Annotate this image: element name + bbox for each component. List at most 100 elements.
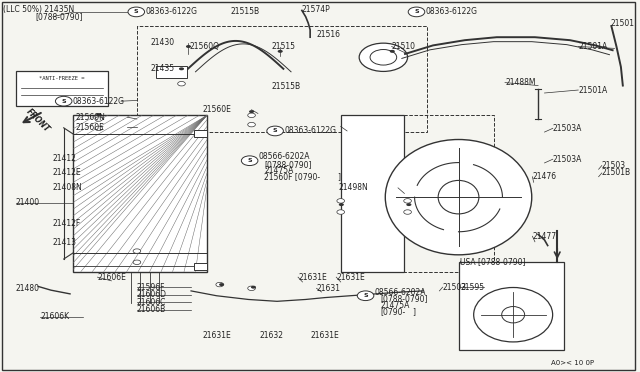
Text: 21412F: 21412F bbox=[53, 219, 81, 228]
Circle shape bbox=[404, 199, 412, 203]
Text: 21510: 21510 bbox=[392, 42, 415, 51]
Text: 08566-6202A: 08566-6202A bbox=[374, 288, 426, 296]
Text: *ANTI-FREEZE =: *ANTI-FREEZE = bbox=[39, 76, 85, 81]
Text: 21515: 21515 bbox=[272, 42, 296, 51]
Circle shape bbox=[404, 210, 412, 214]
Text: 21631E: 21631E bbox=[336, 273, 365, 282]
Text: 21631E: 21631E bbox=[202, 331, 231, 340]
Text: 08363-6122G: 08363-6122G bbox=[426, 7, 477, 16]
Text: 21596F: 21596F bbox=[137, 283, 165, 292]
Circle shape bbox=[339, 203, 344, 206]
Circle shape bbox=[248, 122, 255, 127]
Text: [0790-: [0790- bbox=[381, 308, 406, 317]
Text: (LLC 50%) 21435N: (LLC 50%) 21435N bbox=[3, 5, 74, 14]
Text: 21631: 21631 bbox=[317, 284, 340, 293]
Text: S: S bbox=[273, 128, 277, 134]
Text: A0>< 10 0P: A0>< 10 0P bbox=[551, 360, 594, 366]
Text: S: S bbox=[134, 9, 139, 15]
Circle shape bbox=[267, 126, 284, 136]
Text: 21515B: 21515B bbox=[230, 7, 260, 16]
Ellipse shape bbox=[438, 180, 479, 214]
Text: 21501A: 21501A bbox=[579, 86, 607, 94]
Text: 21606D: 21606D bbox=[137, 290, 167, 299]
Text: 21503: 21503 bbox=[602, 161, 626, 170]
Text: 21501B: 21501B bbox=[602, 169, 631, 177]
Text: 21477: 21477 bbox=[532, 232, 557, 241]
Circle shape bbox=[179, 67, 184, 70]
Text: 21412: 21412 bbox=[53, 154, 77, 163]
Bar bbox=[194, 263, 207, 270]
Text: 08363-6122G: 08363-6122G bbox=[145, 7, 197, 16]
Circle shape bbox=[133, 260, 141, 264]
Circle shape bbox=[408, 7, 425, 17]
Circle shape bbox=[241, 156, 258, 166]
Circle shape bbox=[370, 49, 397, 65]
Text: 21560E: 21560E bbox=[202, 105, 232, 114]
Text: 21631E: 21631E bbox=[298, 273, 327, 282]
Text: 21408N: 21408N bbox=[53, 183, 83, 192]
Bar bbox=[340, 115, 493, 272]
Text: 21475A: 21475A bbox=[264, 166, 294, 175]
Text: 21516: 21516 bbox=[317, 30, 340, 39]
Circle shape bbox=[133, 249, 141, 253]
Text: S: S bbox=[61, 99, 66, 104]
Bar bbox=[458, 262, 564, 350]
Bar bbox=[194, 131, 207, 137]
Text: 21515B: 21515B bbox=[272, 82, 301, 91]
Text: USA [0788-0790]: USA [0788-0790] bbox=[460, 257, 526, 266]
Circle shape bbox=[249, 110, 254, 113]
Text: 21631E: 21631E bbox=[311, 331, 340, 340]
Circle shape bbox=[278, 50, 283, 53]
Circle shape bbox=[357, 291, 374, 301]
Circle shape bbox=[219, 283, 224, 286]
Ellipse shape bbox=[474, 288, 553, 342]
Text: 21560E: 21560E bbox=[75, 123, 104, 132]
Text: 21476: 21476 bbox=[532, 172, 557, 181]
Text: 21488M: 21488M bbox=[505, 78, 536, 87]
Text: 21560Q: 21560Q bbox=[190, 42, 220, 51]
Text: S: S bbox=[247, 158, 252, 163]
Text: 21430: 21430 bbox=[151, 38, 175, 47]
Text: 21400: 21400 bbox=[16, 198, 40, 207]
Text: ]: ] bbox=[337, 173, 340, 182]
Text: 21606C: 21606C bbox=[137, 298, 166, 307]
Text: 21503: 21503 bbox=[443, 283, 467, 292]
Text: 21501A: 21501A bbox=[579, 42, 607, 51]
Text: 21412E: 21412E bbox=[53, 169, 81, 177]
Text: 08363-6122G: 08363-6122G bbox=[72, 97, 125, 106]
Circle shape bbox=[178, 70, 186, 75]
Text: 21503A: 21503A bbox=[553, 124, 582, 133]
Text: FRONT: FRONT bbox=[25, 107, 52, 134]
Circle shape bbox=[251, 286, 256, 289]
Circle shape bbox=[337, 199, 344, 203]
Ellipse shape bbox=[385, 140, 532, 255]
Text: 21498N: 21498N bbox=[338, 183, 368, 192]
Circle shape bbox=[128, 7, 145, 17]
Circle shape bbox=[216, 282, 223, 287]
Text: S: S bbox=[414, 9, 419, 15]
Text: 21606E: 21606E bbox=[97, 273, 126, 282]
Text: 21503A: 21503A bbox=[553, 155, 582, 164]
Text: 21501: 21501 bbox=[610, 19, 634, 28]
Text: [0788-0790]: [0788-0790] bbox=[381, 294, 428, 303]
Circle shape bbox=[178, 81, 186, 86]
Text: 21413: 21413 bbox=[53, 238, 77, 247]
Bar bbox=[156, 66, 187, 78]
Text: 21560F [0790-: 21560F [0790- bbox=[264, 173, 321, 182]
Bar bbox=[16, 71, 108, 106]
Text: 21480: 21480 bbox=[16, 284, 40, 293]
Text: [0788-0790]: [0788-0790] bbox=[35, 12, 83, 21]
Text: 21606K: 21606K bbox=[40, 312, 69, 321]
Text: [0788-0790]: [0788-0790] bbox=[264, 160, 312, 169]
Circle shape bbox=[95, 126, 102, 131]
Circle shape bbox=[95, 117, 102, 121]
Circle shape bbox=[248, 113, 255, 118]
Text: 21595: 21595 bbox=[460, 283, 484, 292]
Text: 21574P: 21574P bbox=[302, 5, 331, 14]
Bar bbox=[137, 26, 427, 132]
Circle shape bbox=[406, 203, 412, 206]
Text: 21560N: 21560N bbox=[75, 113, 105, 122]
Text: 21606B: 21606B bbox=[137, 305, 166, 314]
Bar bbox=[340, 115, 404, 272]
Bar bbox=[73, 115, 207, 272]
